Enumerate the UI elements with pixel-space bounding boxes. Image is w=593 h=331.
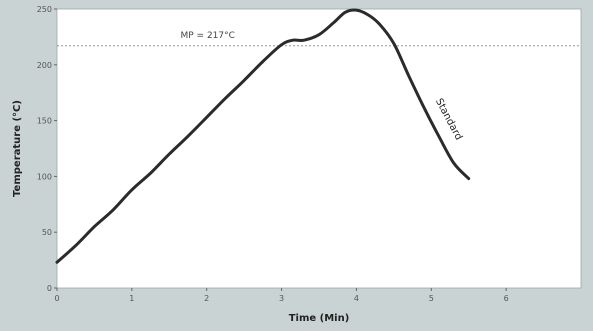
x-tick-label: 5 <box>429 294 434 303</box>
melting-point-label: MP = 217°C <box>181 31 235 41</box>
x-tick-label: 0 <box>54 294 59 303</box>
x-axis-title: Time (Min) <box>289 313 350 324</box>
y-tick-label: 100 <box>37 172 52 181</box>
y-tick-label: 150 <box>37 117 52 126</box>
x-tick-label: 4 <box>354 294 359 303</box>
x-tick-label: 2 <box>204 294 209 303</box>
plot-area <box>56 8 582 289</box>
x-tick-label: 3 <box>279 294 284 303</box>
y-axis-title: Temperature (°C) <box>12 100 23 197</box>
y-tick-label: 250 <box>37 5 52 14</box>
y-tick-label: 50 <box>42 228 52 237</box>
axis-ticks: 0 1 2 3 4 5 6 0 50 100 150 200 250 <box>37 5 509 303</box>
series-line-standard <box>55 8 471 264</box>
x-tick-label: 1 <box>129 294 134 303</box>
y-tick-label: 200 <box>37 61 52 70</box>
x-tick-label: 6 <box>504 294 509 303</box>
y-tick-label: 0 <box>47 284 52 293</box>
